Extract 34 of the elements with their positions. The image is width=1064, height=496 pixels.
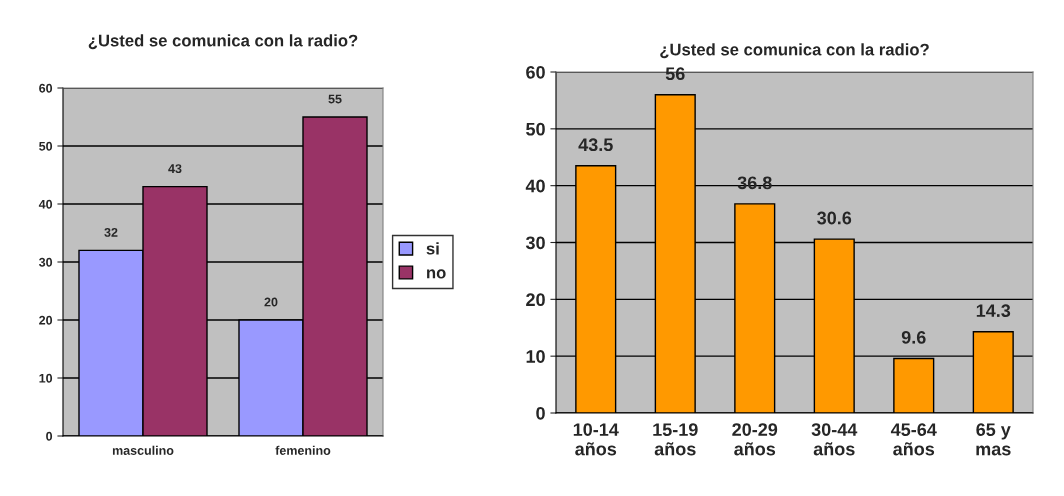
y-tick-label: 60: [526, 65, 545, 79]
data-label: 9.6: [901, 330, 926, 344]
y-tick-label: 10: [39, 373, 53, 383]
chart-title: ¿Usted se comunica con la radio?: [660, 43, 929, 59]
data-label: 20: [264, 297, 278, 307]
legend-label: no: [427, 269, 446, 279]
data-label: 43.5: [578, 138, 613, 152]
chart-title: ¿Usted se comunica con la radio?: [88, 34, 358, 50]
data-label: 30.6: [817, 211, 852, 225]
data-label: 55: [328, 94, 342, 104]
x-tick-label: 45-64 años: [890, 423, 937, 456]
y-tick-label: 40: [525, 179, 545, 193]
x-tick-label: 65 y mas: [976, 423, 1011, 456]
y-tick-label: 0: [46, 431, 53, 441]
y-tick-label: 50: [526, 122, 545, 136]
y-tick-label: 20: [39, 315, 53, 325]
x-tick-label: 30-44 años: [811, 423, 858, 456]
data-label: 14.3: [976, 304, 1011, 318]
y-tick-label: 30: [38, 257, 53, 267]
y-tick-label: 40: [38, 199, 53, 209]
y-tick-label: 10: [526, 350, 545, 363]
data-label: 32: [104, 227, 118, 237]
legend-label: si: [426, 242, 439, 255]
y-tick-label: 20: [526, 293, 545, 307]
data-label: 43: [168, 164, 182, 174]
y-tick-label: 30: [525, 236, 545, 250]
x-tick-label: femenino: [275, 445, 331, 455]
x-tick-label: 15-19 años: [653, 423, 698, 456]
x-tick-label: 10-14 años: [573, 423, 619, 456]
x-tick-label: 20-29 años: [732, 423, 778, 456]
y-tick-label: 50: [39, 141, 53, 151]
x-tick-label: masculino: [112, 445, 174, 455]
y-tick-label: 0: [536, 406, 545, 420]
y-tick-label: 60: [39, 83, 53, 93]
